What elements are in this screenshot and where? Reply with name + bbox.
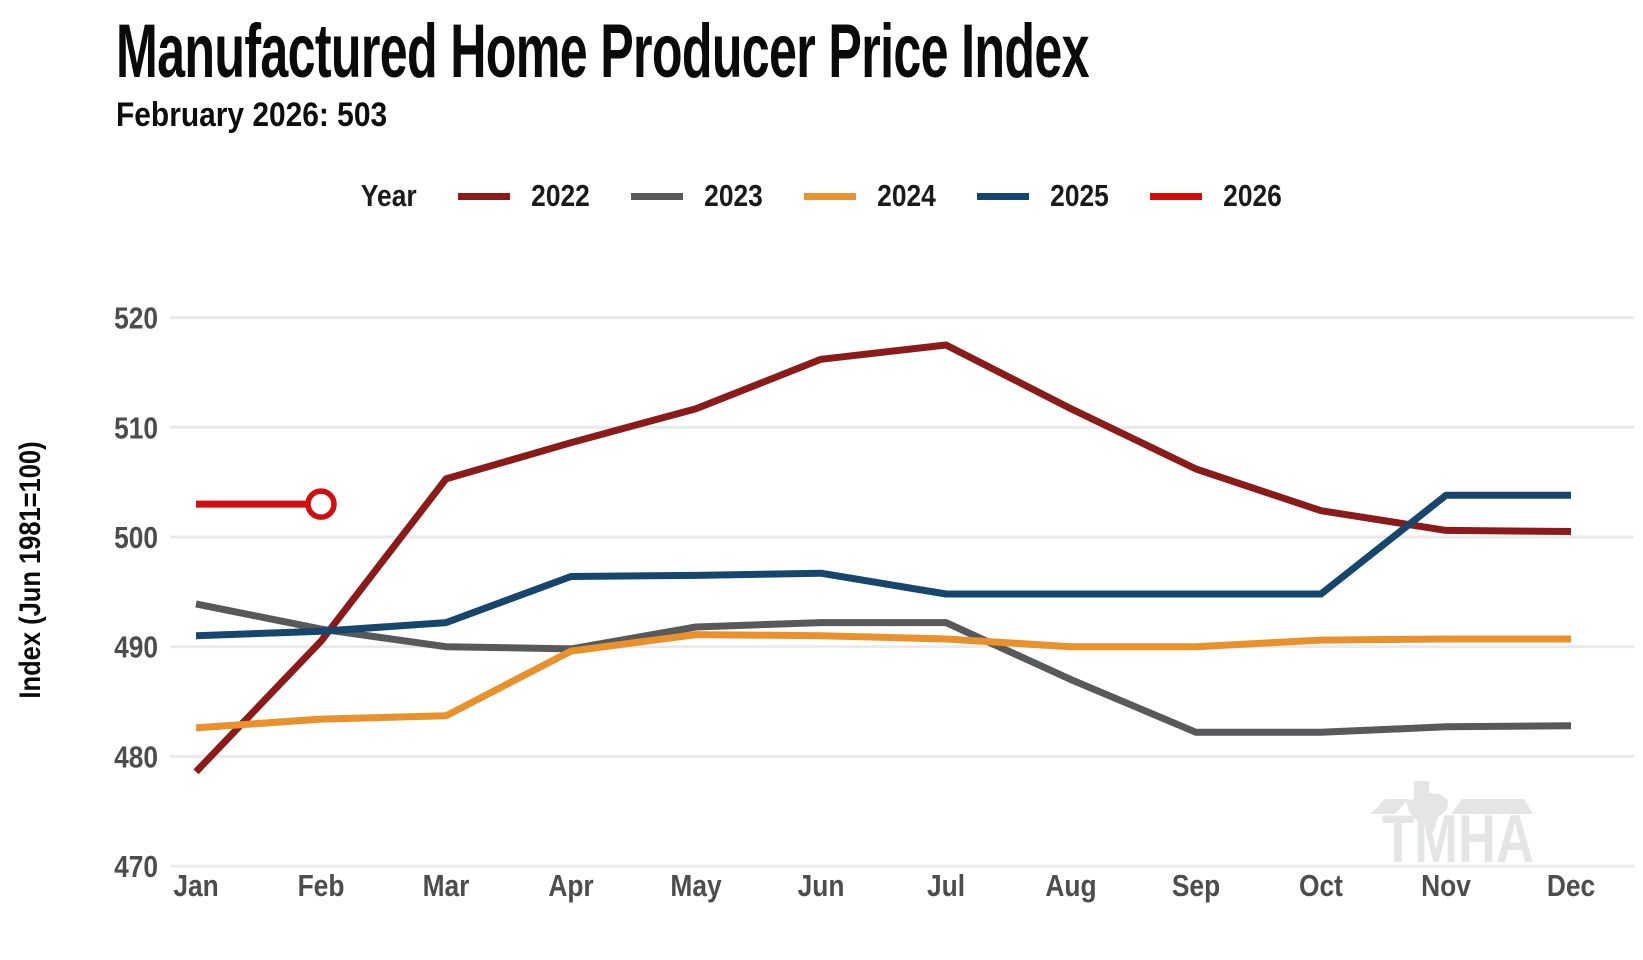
series-line-2024 <box>195 631 1571 732</box>
y-axis-title: Index (Jun 1981=100) <box>13 441 46 698</box>
legend-swatch-2026 <box>1149 192 1202 200</box>
y-tick-text-510: 510 <box>114 411 158 445</box>
x-tick-text-may: May <box>670 869 721 903</box>
x-tick-text-feb: Feb <box>298 869 345 903</box>
legend-label-2022: 2022 <box>531 178 590 213</box>
x-tick-label-oct: Oct <box>1299 869 1343 903</box>
x-tick-label-feb: Feb <box>298 869 345 903</box>
series-endpoint-marker-2026 <box>305 488 337 520</box>
legend-item-2026: 2026 <box>1149 178 1287 214</box>
y-tick-text-500: 500 <box>114 521 158 555</box>
x-tick-label-nov: Nov <box>1421 869 1471 903</box>
legend-swatch-2023 <box>630 192 683 200</box>
y-tick-text-480: 480 <box>114 740 158 774</box>
x-tick-text-jul: Jul <box>927 869 965 903</box>
watermark-text: TMHA <box>1382 801 1534 877</box>
y-tick-label-490: 490 <box>114 631 158 665</box>
legend-label-2024: 2024 <box>876 178 936 213</box>
legend-item-2023: 2023 <box>630 178 768 214</box>
y-tick-label-510: 510 <box>114 411 158 445</box>
y-tick-label-470: 470 <box>114 850 158 884</box>
x-tick-label-aug: Aug <box>1045 869 1096 903</box>
legend-item-2024: 2024 <box>803 178 941 214</box>
x-tick-label-jul: Jul <box>927 869 965 903</box>
legend-label-2023: 2023 <box>703 178 763 213</box>
legend-item-2022: 2022 <box>457 178 595 214</box>
legend-swatch-2024 <box>803 192 856 200</box>
x-tick-text-sep: Sep <box>1172 869 1220 903</box>
x-tick-text-apr: Apr <box>548 869 593 903</box>
x-tick-label-may: May <box>670 869 721 903</box>
x-tick-label-sep: Sep <box>1172 869 1220 903</box>
x-tick-text-jun: Jun <box>798 869 845 903</box>
y-tick-text-470: 470 <box>114 850 158 884</box>
x-tick-text-aug: Aug <box>1045 869 1096 903</box>
x-tick-text-jan: Jan <box>173 869 218 903</box>
x-tick-label-jun: Jun <box>798 869 845 903</box>
x-tick-text-nov: Nov <box>1421 869 1471 903</box>
legend-item-2025: 2025 <box>976 178 1114 214</box>
watermark-roof-right <box>1451 799 1533 814</box>
series-line-2023 <box>195 600 1572 736</box>
legend-label-2025: 2025 <box>1049 178 1109 213</box>
x-tick-label-jan: Jan <box>173 869 218 903</box>
legend-swatch-2025 <box>976 192 1029 200</box>
y-tick-label-520: 520 <box>114 302 158 336</box>
axis-labels: Index (Jun 1981=100) 470 480 490 500 510 520 J… <box>13 302 1595 904</box>
chart-subtitle: February 2026: 503 <box>116 96 388 134</box>
series-line-2022 <box>193 341 1572 775</box>
series-lines <box>193 341 1572 775</box>
watermark-roof-left <box>1371 799 1409 814</box>
legend-label-2026: 2026 <box>1222 178 1282 213</box>
watermark-logo: TMHA <box>1371 781 1534 877</box>
x-tick-label-apr: Apr <box>548 869 593 903</box>
x-tick-label-dec: Dec <box>1547 869 1595 903</box>
x-tick-text-mar: Mar <box>423 869 470 903</box>
x-tick-text-oct: Oct <box>1299 869 1343 903</box>
y-tick-label-480: 480 <box>114 740 158 774</box>
watermark-texas-icon <box>1406 781 1448 833</box>
y-tick-label-500: 500 <box>114 521 158 555</box>
series-line-2025 <box>195 491 1571 640</box>
legend-title: Year <box>361 178 417 213</box>
y-tick-text-490: 490 <box>114 631 158 665</box>
legend-swatch-2022 <box>457 192 510 200</box>
chart-title: Manufactured Home Producer Price Index <box>116 9 1089 94</box>
y-tick-text-520: 520 <box>114 302 158 336</box>
legend: Year 2022 2023 2024 2025 2026 <box>0 178 1643 214</box>
x-tick-text-dec: Dec <box>1547 869 1595 903</box>
x-tick-label-mar: Mar <box>423 869 470 903</box>
